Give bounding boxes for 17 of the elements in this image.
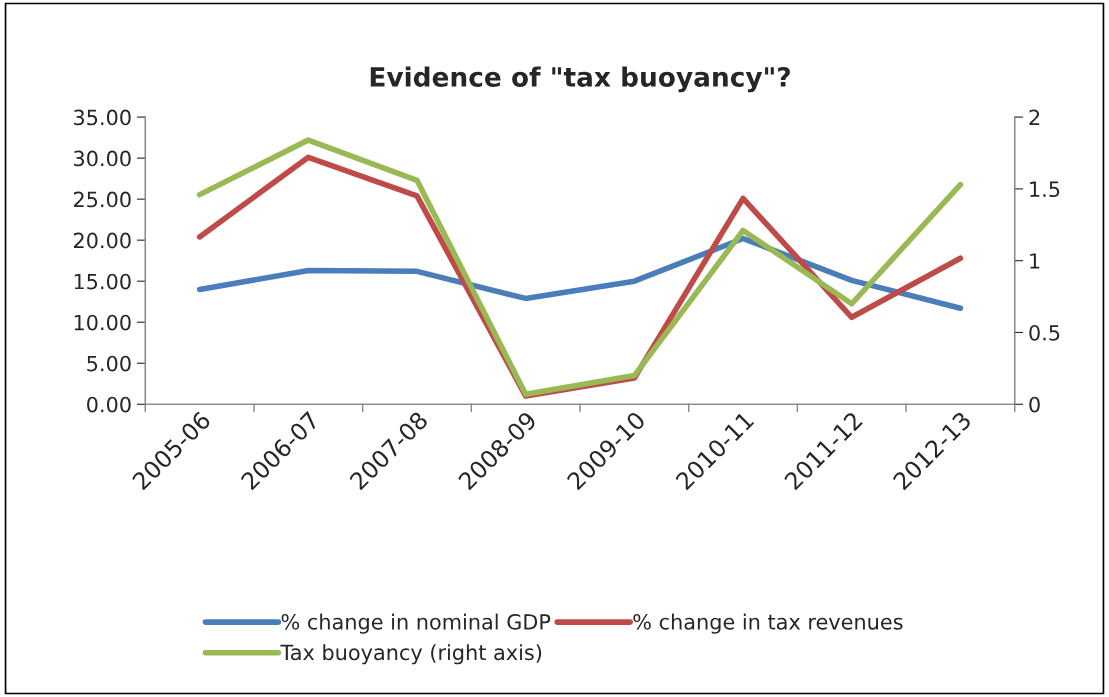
y2-tick-label: 0	[1029, 396, 1040, 413]
chart-title: Evidence of "tax buoyancy"?	[370, 66, 790, 93]
y-tick-label: 10.00	[74, 314, 131, 331]
y-tick-label: 5.00	[87, 355, 131, 372]
y-tick-label: 30.00	[74, 150, 131, 167]
y2-tick-label: 2	[1029, 109, 1040, 126]
y-tick-label: 25.00	[73, 191, 131, 208]
y-tick-label: 20.00	[73, 232, 131, 249]
y-tick-label: 15.00	[74, 273, 131, 290]
y-tick-label: 0.00	[87, 396, 131, 413]
y2-tick-label: 0.5	[1029, 324, 1060, 341]
legend-label: Tax buoyancy (right axis)	[280, 644, 542, 665]
y-tick-label: 35.00	[74, 109, 131, 126]
y2-tick-label: 1.5	[1030, 181, 1060, 198]
legend-label: % change in tax revenues	[633, 613, 903, 634]
y2-tick-label: 1	[1030, 253, 1040, 269]
legend-label: % change in nominal GDP	[281, 613, 551, 634]
